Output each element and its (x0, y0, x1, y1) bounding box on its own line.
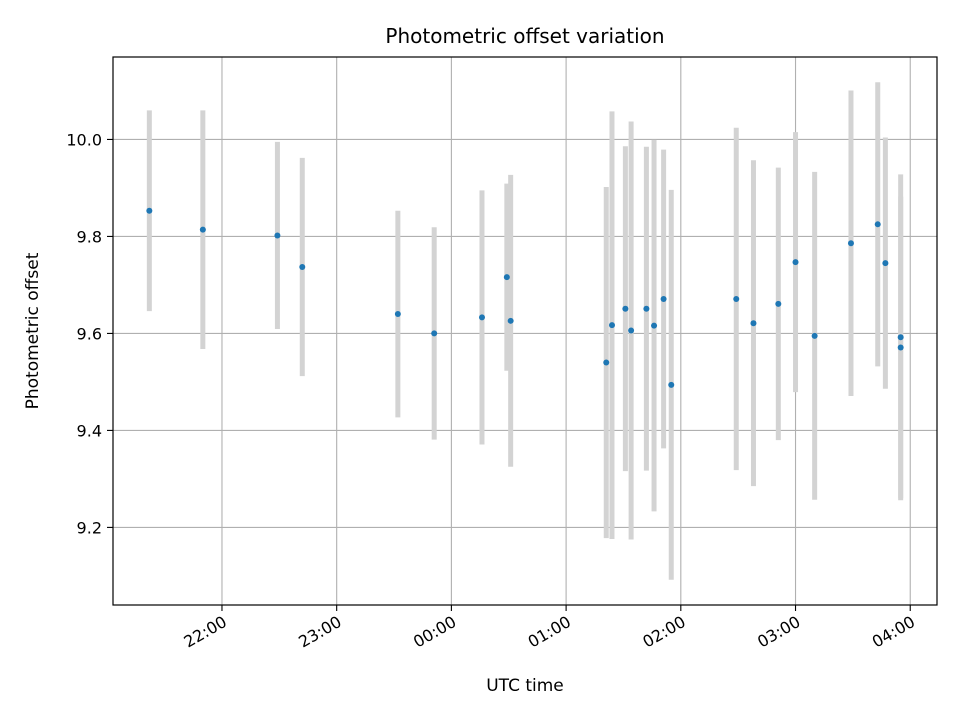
data-point (897, 344, 904, 351)
y-axis-label: Photometric offset (23, 252, 43, 409)
data-point (507, 317, 514, 324)
data-point (897, 334, 904, 341)
data-point (146, 207, 153, 214)
data-point (608, 322, 615, 329)
data-point (299, 263, 306, 270)
data-point (394, 311, 401, 318)
data-point (847, 240, 854, 247)
data-point (668, 381, 675, 388)
data-point (811, 332, 818, 339)
data-point (643, 305, 650, 312)
data-points (146, 207, 904, 388)
data-point (628, 327, 635, 334)
data-point (503, 274, 510, 281)
data-point (651, 322, 658, 329)
data-point (882, 260, 889, 267)
data-point (274, 232, 281, 239)
data-point (199, 226, 206, 233)
data-point (775, 300, 782, 307)
data-point (603, 359, 610, 366)
data-point (660, 295, 667, 302)
y-tick-label: 10.0 (66, 130, 102, 149)
plot-frame (112, 56, 938, 606)
data-point (792, 259, 799, 266)
data-point (478, 314, 485, 321)
y-tick-label: 9.8 (77, 227, 102, 246)
data-point (622, 305, 629, 312)
data-point (750, 320, 757, 327)
y-axis-ticks: 9.2 9.4 9.6 9.8 10.0 (66, 130, 113, 537)
y-tick-label: 9.6 (77, 324, 102, 343)
data-point (431, 330, 438, 337)
y-tick-label: 9.4 (77, 421, 102, 440)
x-axis-label: UTC time (486, 676, 564, 696)
y-tick-label: 9.2 (77, 518, 102, 537)
data-point (874, 221, 881, 228)
chart-title: Photometric offset variation (385, 24, 664, 48)
grid (113, 57, 937, 605)
data-point (733, 295, 740, 302)
